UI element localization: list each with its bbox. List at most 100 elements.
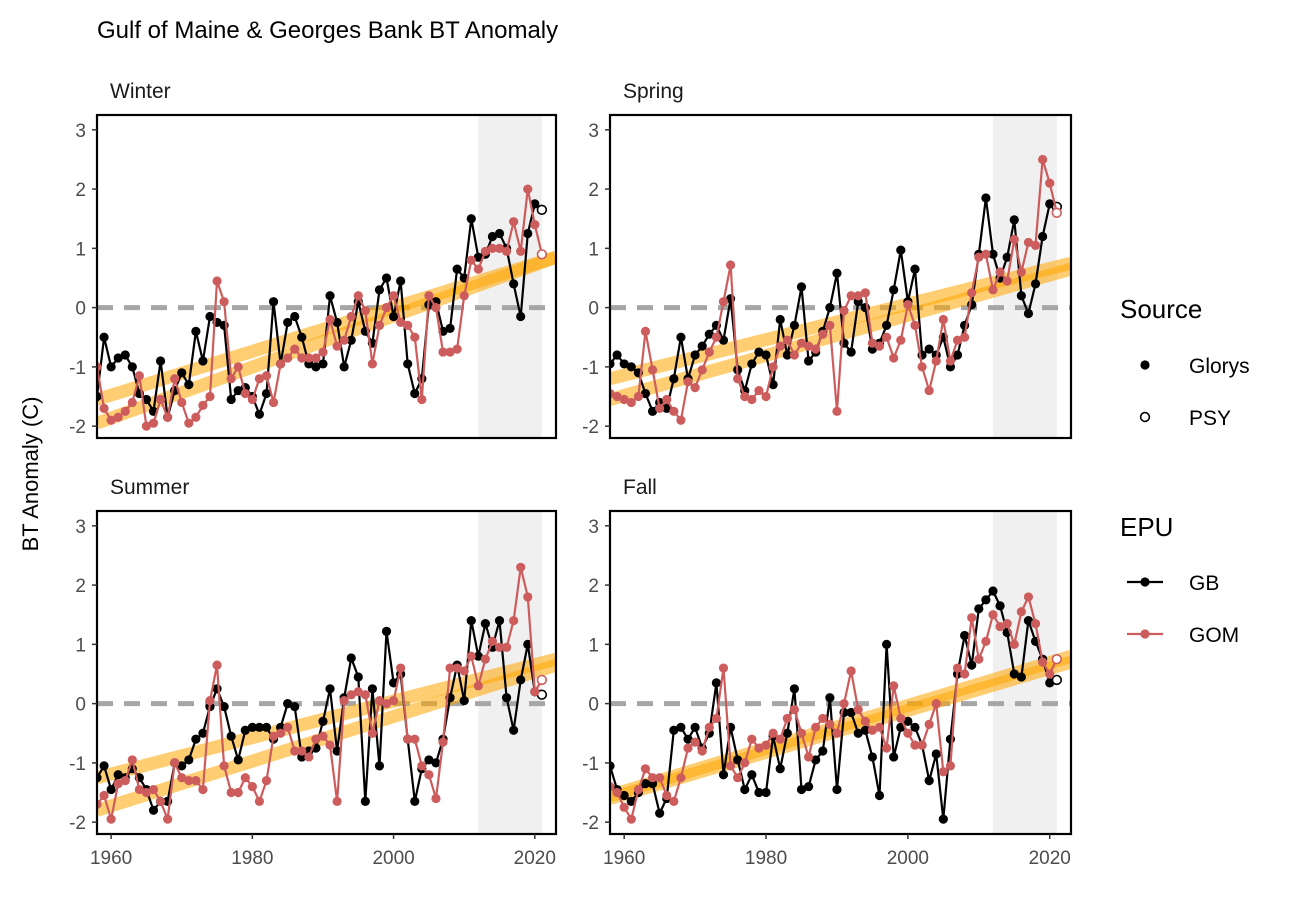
data-point-gom [424, 291, 434, 301]
y-tick-label: 1 [75, 239, 86, 260]
data-point-gom [846, 666, 856, 676]
data-point-gom [290, 746, 300, 756]
data-point-gom [839, 699, 849, 709]
y-tick-label: 2 [588, 576, 599, 597]
data-point-gb [1030, 279, 1041, 289]
data-point-gom [396, 663, 406, 673]
data-point-gb [325, 291, 335, 301]
data-point-gb [761, 787, 771, 798]
data-point-gom [332, 796, 342, 807]
data-point-gom [825, 719, 835, 729]
data-point-gom [163, 412, 173, 422]
data-point-gom [874, 722, 885, 732]
data-point-gb [867, 752, 878, 762]
data-point-gom [924, 385, 934, 396]
facet-label-spring: Spring [623, 80, 684, 103]
data-point-gom [818, 713, 828, 724]
data-point-gom [740, 391, 750, 402]
data-point-gom [240, 773, 250, 783]
y-tick-label: 1 [588, 635, 599, 656]
data-point-gom [438, 737, 448, 747]
data-point-gom [967, 613, 977, 623]
data-point-gom [99, 790, 109, 801]
data-point-gom [417, 761, 427, 771]
data-point-gb [711, 678, 721, 688]
data-point-gom-psy [536, 249, 548, 260]
data-point-gom [690, 383, 700, 393]
data-point-gom [304, 752, 314, 762]
data-point-gb [960, 630, 970, 641]
data-point-gb [669, 725, 679, 735]
data-point-gb [626, 796, 636, 807]
data-point-gom [198, 400, 208, 411]
data-point-gom [113, 779, 123, 789]
data-point-gom [952, 335, 963, 345]
data-point-gb [747, 359, 757, 369]
data-point-gom [445, 663, 455, 673]
data-point-gom [403, 734, 413, 744]
data-point-gom [967, 288, 977, 298]
y-tick-label: 0 [588, 299, 599, 320]
data-point-gb [473, 651, 483, 661]
data-point-gb [882, 639, 892, 649]
data-point-gb [226, 394, 236, 405]
data-point-gom [283, 353, 293, 363]
data-point-gb [640, 779, 651, 789]
data-point-gom [910, 320, 920, 330]
data-point-gom [374, 320, 385, 330]
data-point-gom [318, 731, 328, 741]
data-point-gom [106, 814, 116, 824]
data-point-gom [782, 335, 792, 345]
data-point-gom [882, 743, 892, 753]
data-point-gom [619, 394, 629, 405]
data-point-gom [283, 722, 293, 732]
data-point-gom [796, 338, 807, 348]
data-point-gb [903, 716, 913, 726]
data-point-gom [867, 338, 878, 348]
data-point-gom [733, 773, 743, 783]
data-point-gb [459, 696, 469, 706]
data-point-gom [874, 341, 885, 351]
data-point-gb [318, 716, 328, 726]
data-point-gom [268, 731, 279, 741]
y-tick-label: 3 [588, 121, 599, 142]
data-point-gom [290, 344, 300, 354]
data-point-gom [754, 743, 764, 753]
data-point-gom [261, 371, 272, 381]
data-point-gom [410, 734, 420, 744]
data-point-gb [910, 722, 920, 732]
data-point-gb [832, 784, 842, 795]
data-point-gom [1038, 657, 1048, 667]
data-point-gom [711, 332, 721, 342]
data-point-gb [924, 776, 934, 786]
data-point-gom [530, 220, 540, 230]
data-point-gb [718, 335, 729, 345]
data-point-gom [177, 773, 187, 783]
y-tick-label: 3 [588, 517, 599, 538]
data-point-gom [487, 243, 498, 253]
data-point-gom [501, 246, 512, 256]
plot-area [610, 511, 1071, 834]
data-point-gom [297, 353, 307, 363]
data-point-gb [1009, 215, 1019, 225]
data-point-gom [867, 725, 878, 735]
data-point-gom [910, 740, 920, 750]
data-point-gb [339, 362, 349, 372]
data-point-gom [626, 814, 636, 824]
panel-winter: Winter -2 -1 0 1 2 3 [69, 80, 558, 440]
data-point-gb [113, 353, 123, 363]
facet-label-summer: Summer [110, 476, 189, 499]
data-point-gom [99, 403, 109, 413]
data-point-gom [452, 344, 462, 354]
data-point-gom [690, 737, 700, 747]
data-point-gom [768, 728, 778, 738]
data-point-gom [733, 374, 743, 384]
data-point-gom [924, 719, 934, 729]
data-point-gom [711, 713, 721, 724]
legend-marker-psy [1139, 411, 1151, 423]
data-point-gom [247, 781, 257, 792]
data-point-gb [981, 193, 991, 203]
data-point-gom [360, 305, 370, 316]
data-point-gb [612, 350, 622, 360]
data-point-gom [1023, 592, 1034, 602]
